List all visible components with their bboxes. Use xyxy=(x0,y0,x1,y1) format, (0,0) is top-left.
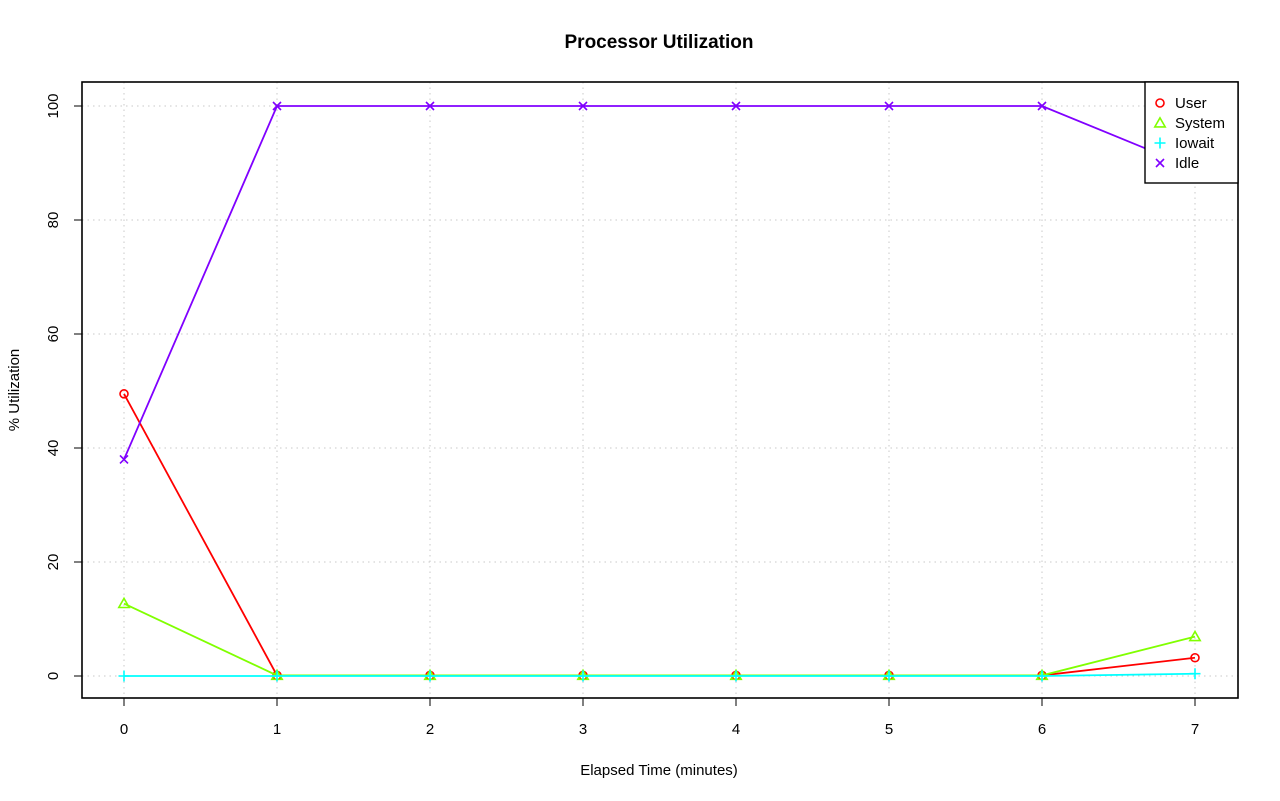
data-point-system xyxy=(1188,629,1202,642)
x-tick-label: 5 xyxy=(885,721,893,738)
legend-label-idle: Idle xyxy=(1175,155,1199,172)
data-point-iowait xyxy=(1189,668,1201,680)
legend-marker-user xyxy=(1155,98,1165,108)
legend: User System Iowait Idle xyxy=(1144,81,1239,184)
x-axis: 0 1 2 3 4 5 6 7 xyxy=(120,698,1199,738)
data-point-user xyxy=(119,389,129,399)
x-tick-label: 7 xyxy=(1191,721,1199,738)
data-point-idle xyxy=(1037,101,1047,111)
data-point-idle xyxy=(425,101,435,111)
data-point-iowait xyxy=(424,670,436,682)
x-axis-label: Elapsed Time (minutes) xyxy=(580,762,738,779)
y-tick-label: 60 xyxy=(45,326,62,343)
legend-label-system: System xyxy=(1175,115,1225,132)
x-tick-label: 1 xyxy=(273,721,281,738)
y-tick-label: 20 xyxy=(45,554,62,571)
data-point-idle xyxy=(578,101,588,111)
chart-title: Processor Utilization xyxy=(565,32,754,53)
y-axis-label: % Utilization xyxy=(6,349,23,432)
series-user xyxy=(119,389,1200,681)
series-line-system xyxy=(123,602,1196,677)
data-point-iowait xyxy=(271,670,283,682)
x-tick-label: 2 xyxy=(426,721,434,738)
x-tick-label: 0 xyxy=(120,721,128,738)
data-point-idle xyxy=(119,454,129,464)
legend-marker-system xyxy=(1153,116,1167,128)
legend-marker-idle xyxy=(1155,158,1165,168)
data-point-user xyxy=(1190,652,1200,663)
x-tick-label: 4 xyxy=(732,721,740,738)
legend-label-iowait: Iowait xyxy=(1175,135,1215,152)
series-line-iowait xyxy=(124,672,1196,677)
series-iowait xyxy=(118,668,1201,682)
plot-frame xyxy=(81,81,1239,699)
plot-series xyxy=(117,101,1202,682)
data-point-system xyxy=(117,596,131,609)
legend-marker-iowait xyxy=(1154,137,1166,149)
series-system xyxy=(117,596,1202,681)
y-tick-label: 0 xyxy=(45,672,62,680)
data-point-iowait xyxy=(577,670,589,682)
data-point-iowait xyxy=(883,670,895,682)
y-axis: 0 20 40 60 80 100 xyxy=(45,93,82,680)
grid xyxy=(82,82,1238,698)
data-point-idle xyxy=(731,101,741,111)
series-idle xyxy=(119,101,1200,464)
data-point-iowait xyxy=(1036,670,1048,682)
x-tick-label: 6 xyxy=(1038,721,1046,738)
series-line-user xyxy=(123,393,1196,677)
data-point-idle xyxy=(272,101,282,111)
y-tick-label: 80 xyxy=(45,212,62,229)
x-tick-label: 3 xyxy=(579,721,587,738)
data-point-idle xyxy=(884,101,894,111)
data-point-iowait xyxy=(730,670,742,682)
y-tick-label: 100 xyxy=(45,93,62,118)
series-line-idle xyxy=(123,105,1196,460)
legend-label-user: User xyxy=(1175,95,1207,112)
y-tick-label: 40 xyxy=(45,440,62,457)
data-point-iowait xyxy=(118,670,130,682)
